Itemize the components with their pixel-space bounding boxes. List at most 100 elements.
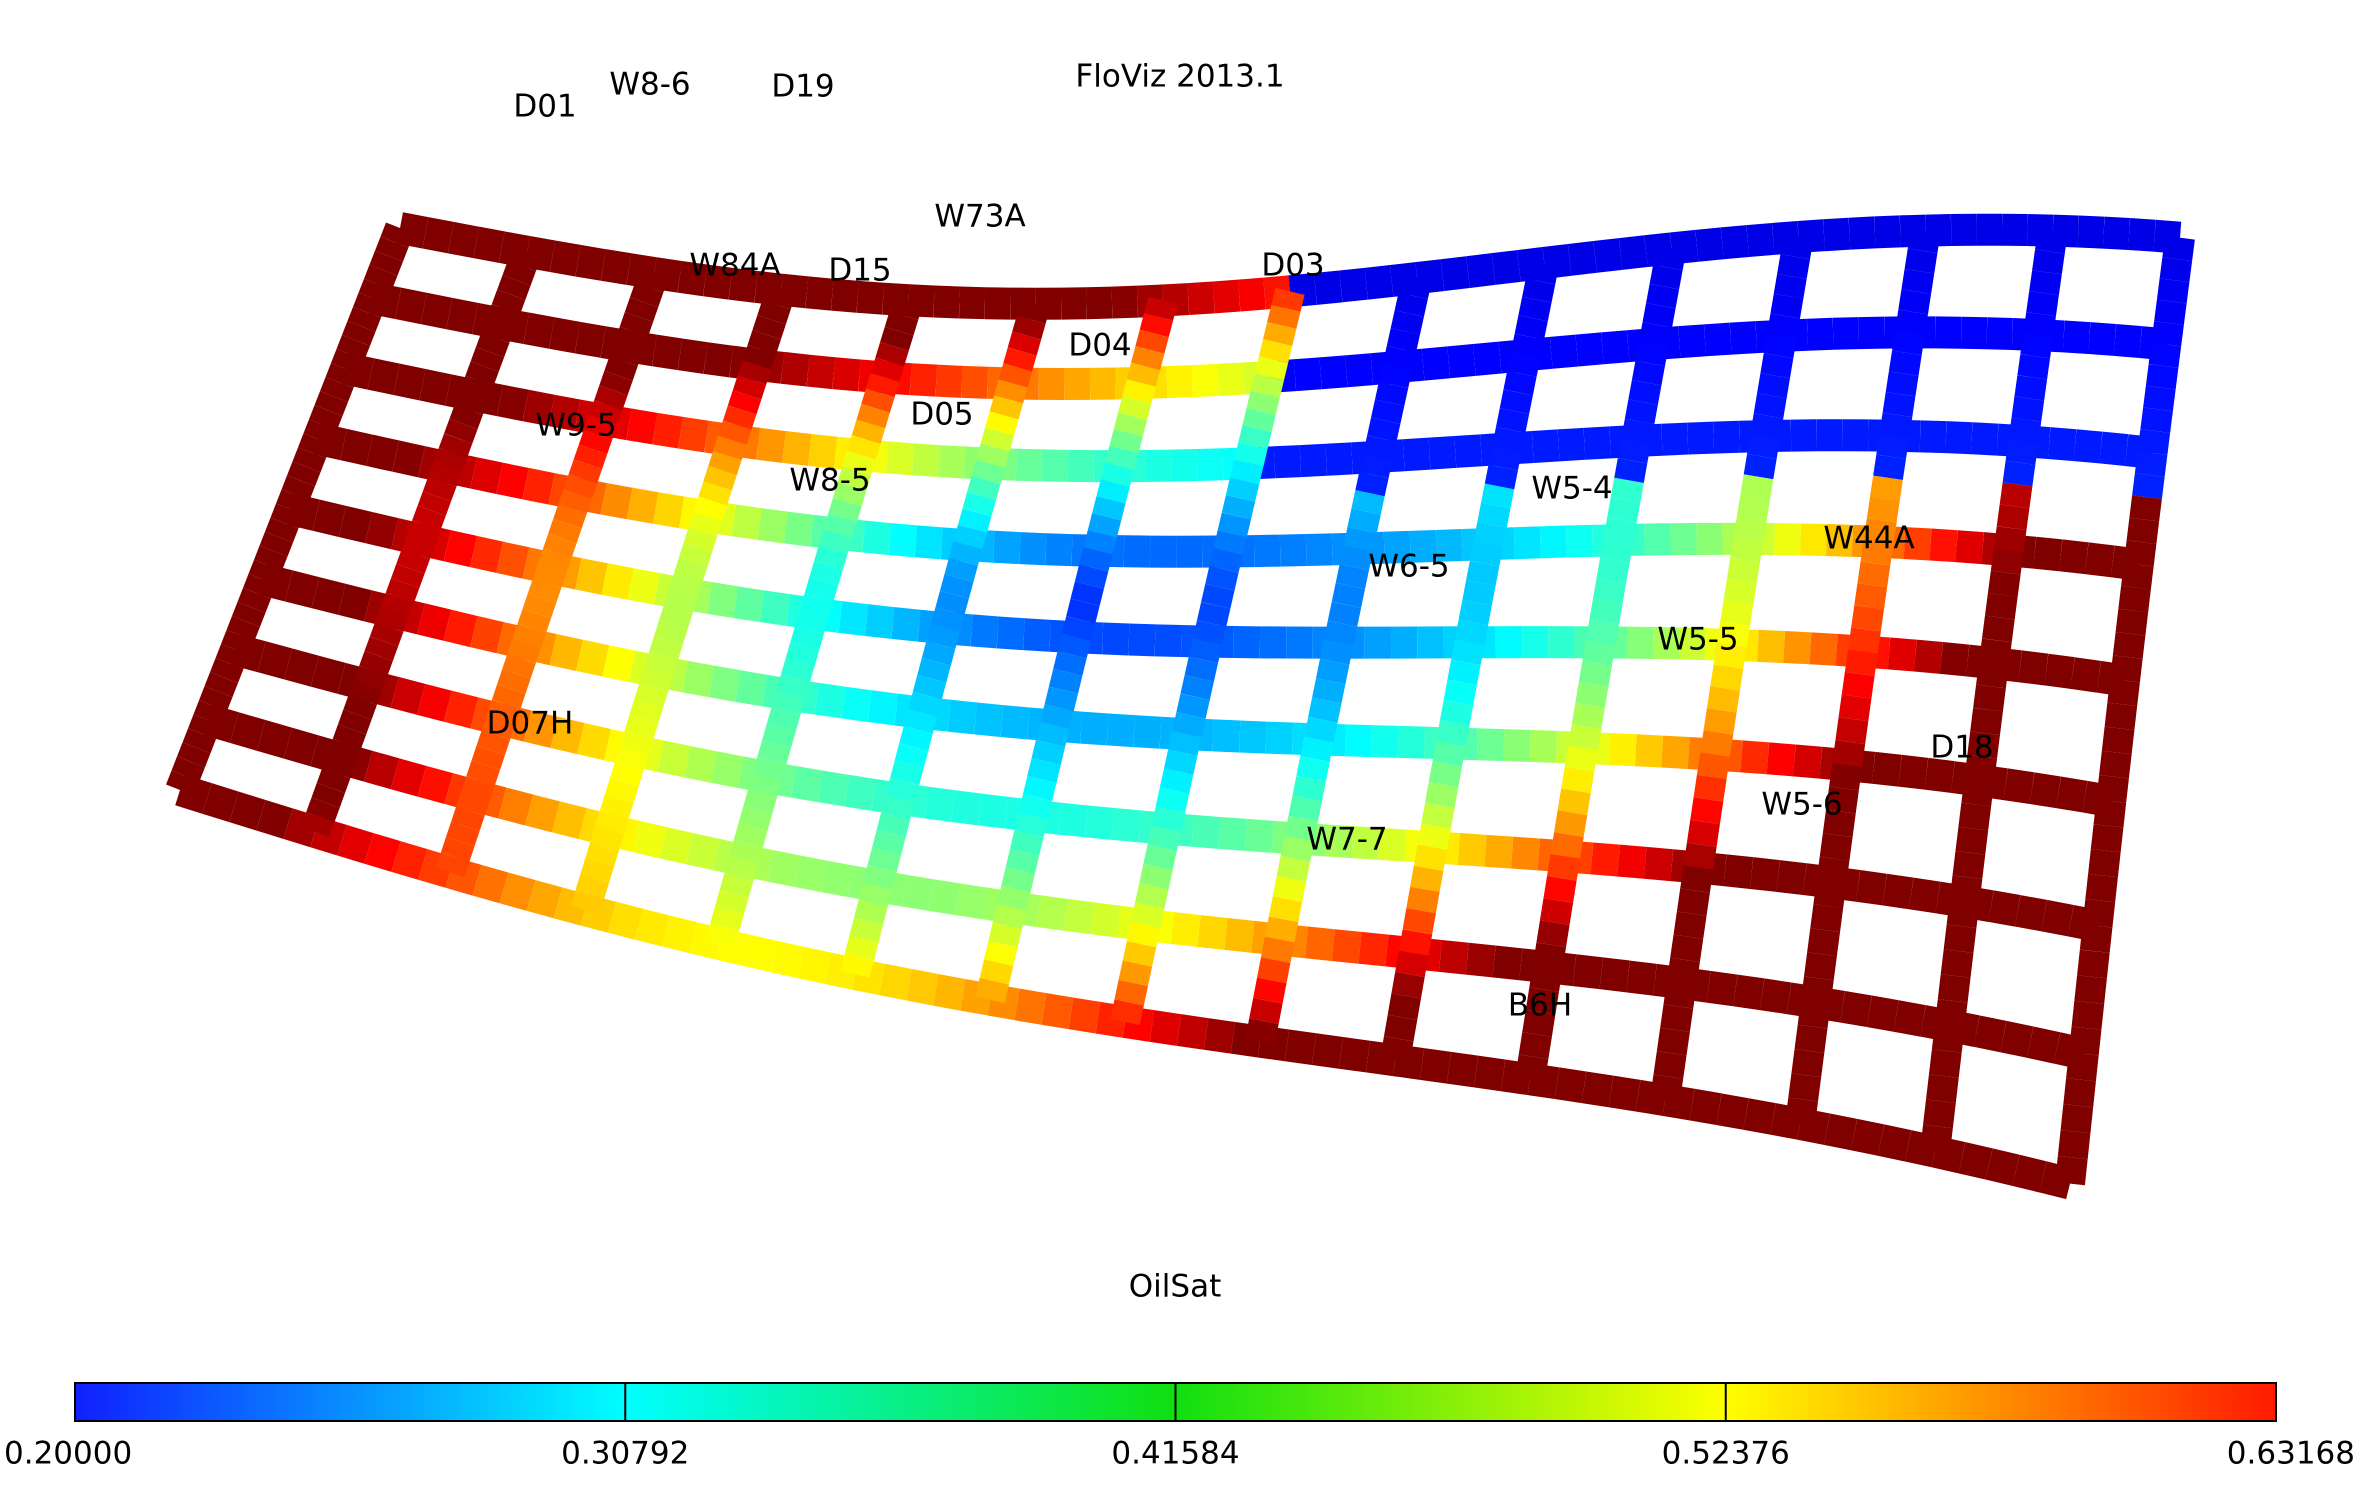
grid-cell <box>762 723 796 749</box>
grid-cell <box>1170 912 1202 947</box>
grid-cell <box>1454 619 1489 646</box>
grid-cell <box>799 593 834 618</box>
grid-cell <box>1934 999 1968 1028</box>
grid-cell <box>496 462 529 500</box>
grid-cell <box>1766 742 1796 777</box>
grid-cell <box>306 797 340 823</box>
grid-cell <box>1901 268 1935 294</box>
grid-cell <box>998 363 1033 388</box>
grid-cell <box>757 508 788 544</box>
grid-cell <box>1161 283 1190 317</box>
grid-cell <box>1419 1048 1452 1084</box>
grid-cell <box>1371 725 1399 758</box>
grid-cell <box>1737 494 1770 521</box>
grid-cell <box>1642 303 1676 328</box>
grid-cell <box>502 260 536 286</box>
grid-cell <box>1365 1040 1398 1077</box>
grid-cell <box>1925 1074 1959 1104</box>
grid-cell <box>1750 413 1784 439</box>
grid-cell <box>575 558 608 595</box>
grid-cell <box>926 624 960 649</box>
grid-cell <box>204 672 238 698</box>
grid-cell <box>1871 751 1902 787</box>
grid-cell <box>283 808 320 848</box>
grid-cell <box>1335 564 1369 589</box>
grid-cell <box>337 824 374 864</box>
grid-cell <box>1425 782 1459 809</box>
grid-cell <box>1344 724 1373 758</box>
grid-cell <box>878 963 913 1001</box>
grid-cell <box>970 614 1000 649</box>
grid-cell <box>1986 317 2013 351</box>
grid-cell <box>1919 420 1947 454</box>
grid-cell <box>1826 524 1854 557</box>
grid-cell <box>343 694 377 720</box>
well-label: D03 <box>1261 248 1324 284</box>
grid-cell <box>1079 547 1113 572</box>
grid-cell <box>331 348 365 374</box>
grid-cell <box>1395 950 1429 978</box>
grid-cell <box>548 394 581 431</box>
grid-cell <box>2134 451 2168 477</box>
grid-cell <box>2090 824 2124 853</box>
grid-cell <box>1084 805 1115 840</box>
grid-cell <box>1706 970 1738 1007</box>
grid-cell <box>1048 668 1083 694</box>
grid-cell <box>1196 601 1231 627</box>
grid-cell <box>1876 433 1910 459</box>
grid-cell <box>523 312 555 349</box>
grid-cell <box>975 977 1009 1004</box>
grid-cell <box>1005 848 1040 875</box>
grid-cell <box>590 825 624 851</box>
grid-cell <box>1960 316 1988 350</box>
grid-cell <box>1250 373 1284 398</box>
grid-cell <box>994 379 1028 404</box>
grid-cell <box>444 418 478 444</box>
grid-cell <box>1331 582 1366 608</box>
well-labels: D01 W8-6 D19 W73A W84A D15 D03 D04 D05 W9-5 W8-5 W5… <box>487 67 1994 1024</box>
grid-cell <box>1703 708 1737 735</box>
grid-cell <box>397 212 429 249</box>
grid-cell <box>1866 995 1899 1032</box>
grid-cell <box>762 285 796 310</box>
grid-cell <box>1515 1054 1549 1082</box>
grid-cell <box>1822 809 1856 838</box>
grid-cell <box>1176 693 1210 719</box>
grid-cell <box>1794 1024 1828 1053</box>
grid-cell <box>1476 728 1505 762</box>
grid-cell <box>229 791 266 831</box>
grid-cell <box>1893 1000 1926 1037</box>
grid-cell <box>1596 557 1630 584</box>
grid-cell <box>1713 420 1740 454</box>
grid-cell <box>1898 289 1932 315</box>
grid-cell <box>342 320 376 346</box>
grid-cell <box>367 358 400 396</box>
grid-cell <box>237 587 271 613</box>
grid-cell <box>1557 788 1591 816</box>
grid-cell <box>782 431 812 466</box>
grid-cell <box>1009 830 1044 856</box>
grid-cell <box>1873 454 1906 480</box>
grid-cell <box>358 278 392 304</box>
grid-cell <box>756 427 786 463</box>
grid-cell <box>1626 960 1657 996</box>
grid-cell <box>353 665 388 691</box>
grid-cell <box>292 447 326 473</box>
grid-cell <box>1796 1108 1831 1145</box>
grid-cell <box>1212 279 1241 314</box>
grid-cell <box>563 474 597 499</box>
grid-cell <box>1522 278 1556 303</box>
grid-cell <box>1582 639 1616 666</box>
grid-cell <box>311 577 346 615</box>
grid-cell <box>626 487 659 524</box>
grid-cell <box>1022 776 1057 802</box>
grid-cell <box>465 361 499 387</box>
grid-cell <box>2033 536 2063 572</box>
grid-cell <box>1273 445 1302 479</box>
grid-cell <box>2055 776 2088 813</box>
grid-cell <box>1848 216 1876 250</box>
grid-cell <box>1234 442 1268 467</box>
grid-cell <box>733 822 768 848</box>
grid-cell <box>229 712 266 751</box>
grid-cell <box>907 284 935 318</box>
